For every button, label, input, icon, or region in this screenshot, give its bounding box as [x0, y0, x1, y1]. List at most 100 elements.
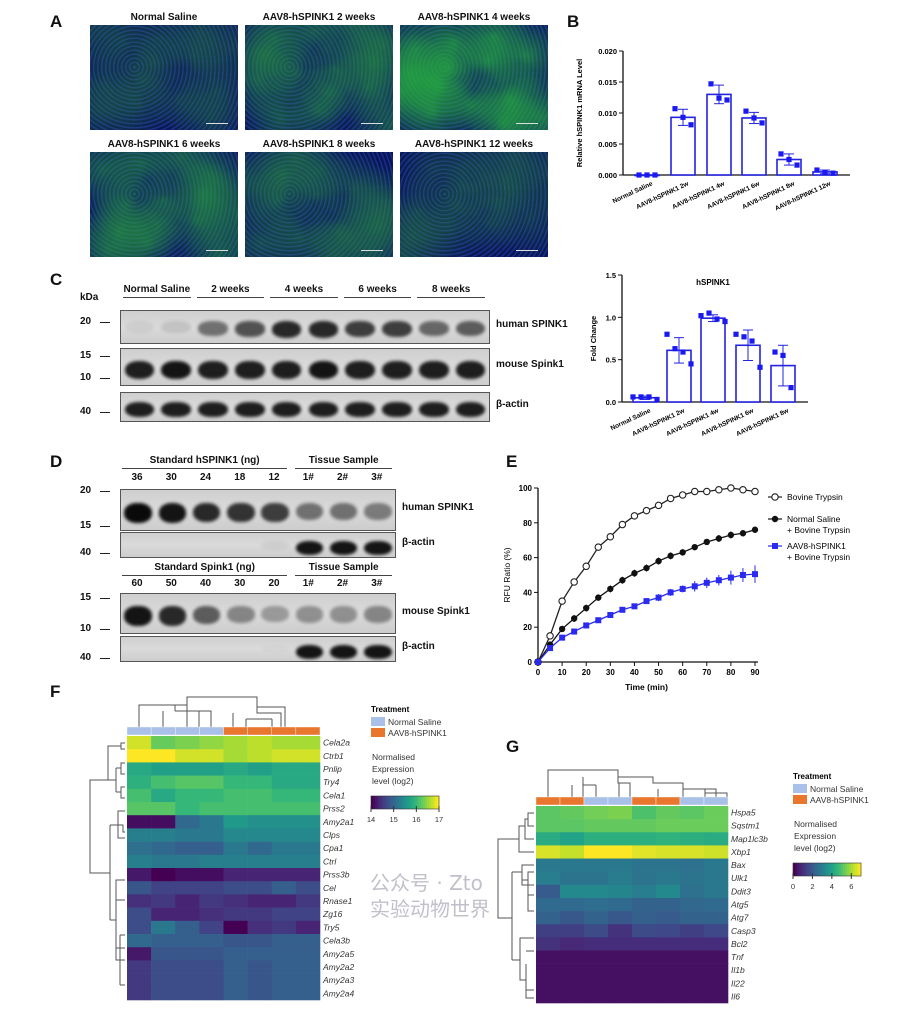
heatmap-cell: [271, 947, 297, 961]
heatmap-cell: [584, 950, 609, 964]
heatmap-cell: [632, 871, 657, 886]
data-point: [739, 572, 746, 578]
colorbar-segment: [377, 796, 380, 809]
heatmap-cell: [704, 832, 729, 846]
protein-band: [158, 502, 187, 523]
data-point: [535, 659, 541, 665]
colorbar-segment: [841, 863, 844, 876]
protein-band: [235, 401, 265, 418]
colorbar-segment: [397, 796, 400, 809]
colorbar-tick-label: 14: [367, 815, 375, 824]
y-tick-label: 0.005: [598, 140, 617, 149]
treatment-annotation-cell: [607, 796, 633, 806]
blot-row-label: β-actin: [402, 537, 435, 548]
colorbar-segment: [417, 796, 420, 809]
heatmap-cell: [151, 986, 176, 1001]
heatmap-cell: [175, 762, 200, 776]
kda-tick: [100, 378, 110, 379]
colorbar-tick-label: 17: [435, 815, 443, 824]
lane-group-header: 6 weeks: [343, 284, 412, 298]
heatmap-cell: [560, 832, 585, 846]
heatmap-cell: [680, 884, 705, 899]
blot-row-label: β-actin: [402, 641, 435, 652]
data-point: [759, 120, 765, 126]
heatmap-cell: [127, 973, 152, 988]
heatmap-cell: [536, 989, 561, 1004]
data-point: [571, 628, 578, 635]
colorbar-segment: [387, 796, 390, 809]
colorbar-segment: [413, 796, 416, 809]
colorbar-segment: [829, 863, 832, 876]
gene-label: Amy2a3: [322, 975, 354, 985]
heatmap-cell: [223, 788, 248, 803]
lane-label: 24: [199, 472, 212, 483]
heatmap-cell: [536, 963, 561, 978]
colorbar-segment: [797, 863, 800, 876]
heatmap-cell: [127, 881, 152, 895]
y-tick-label: 1.0: [606, 313, 616, 322]
data-point: [667, 589, 674, 596]
heatmap-cell: [223, 815, 248, 829]
data-point: [727, 574, 734, 581]
data-point: [771, 493, 779, 501]
gene-label: Cela3b: [323, 936, 350, 946]
gene-label: Bcl2: [731, 939, 748, 949]
colorbar-segment: [801, 863, 804, 876]
kda-tick: [100, 553, 110, 554]
heatmap-cell: [175, 775, 200, 790]
heatmap-cell: [199, 894, 224, 908]
data-point: [780, 352, 786, 359]
heatmap-cell: [704, 871, 729, 886]
data-point: [727, 484, 735, 492]
heatmap-cell: [656, 989, 681, 1004]
treatment-annotation-cell: [535, 796, 561, 806]
heatmap-cell: [656, 924, 681, 938]
heatmap-cell: [680, 989, 705, 1004]
colorbar-segment: [843, 863, 846, 876]
series-filled-circle: [534, 526, 759, 666]
colorbar-segment: [373, 796, 376, 809]
heatmap-cell: [704, 963, 729, 978]
y-tick-label: 1.5: [606, 271, 616, 280]
heatmap-cell: [127, 868, 152, 882]
colorbar-segment: [837, 863, 840, 876]
data-point: [727, 531, 735, 539]
data-point: [654, 501, 663, 510]
heatmap-cell: [199, 973, 224, 988]
protein-band: [227, 606, 255, 623]
heatmap-cell: [295, 749, 321, 763]
heatmap-cell: [223, 868, 248, 882]
heatmap-cell: [704, 819, 729, 833]
x-axis-label: Time (min): [625, 682, 668, 692]
protein-band: [161, 360, 191, 380]
colorbar-frame: [792, 862, 862, 877]
gene-label: Amy2a4: [322, 988, 354, 998]
heatmap-cell: [247, 986, 273, 1001]
data-point: [679, 585, 686, 592]
heatmap-cell: [247, 854, 273, 869]
heatmap-cell: [199, 762, 224, 776]
kda-tick: [100, 658, 110, 659]
lane-group-header: 8 weeks: [417, 284, 485, 298]
y-tick-label: 40: [523, 588, 532, 597]
micrograph-image: [90, 152, 238, 257]
heatmap-cell: [632, 884, 657, 899]
heatmap-cell: [584, 976, 609, 991]
series-open-circle: [534, 484, 759, 666]
heatmap-cell: [608, 924, 633, 938]
x-tick-label: 90: [751, 668, 760, 677]
heatmap-cell: [271, 881, 297, 895]
panel-label-a: A: [50, 12, 63, 31]
data-point: [558, 625, 566, 633]
heatmap-cell: [608, 884, 633, 899]
data-point: [594, 543, 603, 551]
colorbar-tick-label: 15: [389, 815, 397, 824]
protein-band: [308, 360, 339, 380]
treatment-annotation-cell: [295, 726, 321, 736]
protein-band: [235, 360, 265, 379]
legend-swatch: [793, 784, 807, 793]
heatmap-cell: [175, 854, 200, 869]
heatmap-cell: [608, 845, 633, 859]
heatmap-cell: [223, 828, 248, 842]
colorbar-segment: [823, 863, 826, 876]
